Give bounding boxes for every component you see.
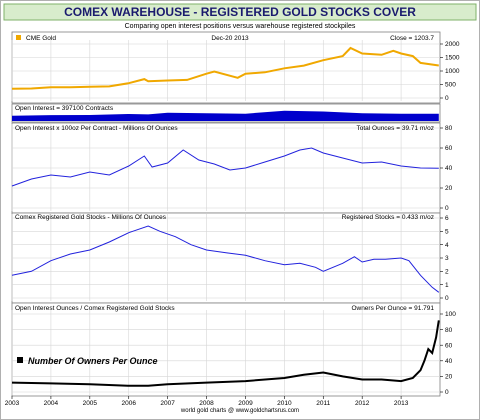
grid-total-ounces xyxy=(11,124,440,211)
y-tick-label: 80 xyxy=(445,125,453,132)
legend-gold-label: CME Gold xyxy=(26,35,56,42)
panel-open-interest: Open Interest = 397100 Contracts xyxy=(11,103,441,123)
x-tick-label: 2009 xyxy=(238,400,253,407)
x-tick-label: 2011 xyxy=(316,400,330,407)
y-tick-label: 0 xyxy=(445,205,449,212)
registered-stocks-title: Comex Registered Gold Stocks - Millions … xyxy=(15,214,167,221)
registered-stocks-y-axis: 0 1 2 3 4 5 6 xyxy=(440,215,449,302)
x-tick-label: 2010 xyxy=(277,400,292,407)
x-tick-label: 2007 xyxy=(160,400,175,407)
x-tick-label: 2004 xyxy=(44,400,59,407)
y-tick-label: 0 xyxy=(445,389,449,396)
x-tick-label: 2013 xyxy=(394,400,409,407)
y-tick-label: 2 xyxy=(445,269,449,276)
panel-registered-stocks: Comex Registered Gold Stocks - Millions … xyxy=(11,212,449,304)
owners-readout: Owners Per Ounce = 91.791 xyxy=(351,305,434,312)
panel-gold: CME Gold Dec-20 2013 Close = 1203.7 0 500… xyxy=(11,31,460,104)
panel-frame xyxy=(11,31,441,104)
y-tick-label: 1500 xyxy=(445,55,460,62)
x-tick-label: 2006 xyxy=(121,400,136,407)
grid-owners-per-ounce xyxy=(11,310,440,395)
x-tick-label: 2012 xyxy=(355,400,370,407)
x-tick-label: 2003 xyxy=(5,400,20,407)
open-interest-readout: Open Interest = 397100 Contracts xyxy=(15,105,114,112)
gold-y-axis: 0 500 1000 1500 2000 xyxy=(440,41,460,102)
total-ounces-line xyxy=(11,147,439,187)
panel-total-ounces: Open Interest x 100oz Per Contract - Mil… xyxy=(11,122,453,214)
y-tick-label: 5 xyxy=(445,229,449,236)
y-tick-label: 1 xyxy=(445,282,449,289)
y-tick-label: 60 xyxy=(445,145,453,152)
owners-per-ounce-line xyxy=(11,320,440,387)
y-tick-label: 40 xyxy=(445,358,453,365)
y-tick-label: 100 xyxy=(445,311,456,318)
y-tick-label: 0 xyxy=(445,95,449,102)
chart-subtitle: Comparing open interest positions versus… xyxy=(125,23,356,30)
total-ounces-title: Open Interest x 100oz Per Contract - Mil… xyxy=(15,125,178,132)
gold-price-line xyxy=(11,46,439,90)
total-ounces-readout: Total Ounces = 39.71 m/oz xyxy=(356,125,434,132)
title-banner xyxy=(3,3,477,21)
x-tick-label: 2005 xyxy=(83,400,98,407)
x-tick-label: 2008 xyxy=(199,400,214,407)
y-tick-label: 40 xyxy=(445,165,453,172)
chart-title: COMEX WAREHOUSE - REGISTERED GOLD STOCKS… xyxy=(64,5,416,19)
y-tick-label: 0 xyxy=(445,295,449,302)
grid-gold xyxy=(11,40,440,101)
y-tick-label: 20 xyxy=(445,185,453,192)
y-tick-label: 80 xyxy=(445,327,453,334)
total-ounces-y-axis: 0 20 40 60 80 xyxy=(440,125,453,212)
y-tick-label: 6 xyxy=(445,215,449,222)
gold-date: Dec-20 2013 xyxy=(211,35,249,42)
panel-owners-per-ounce: Open Interest Ounces / Comex Registered … xyxy=(11,302,456,397)
y-tick-label: 500 xyxy=(445,82,456,89)
footer-source: world gold charts @ www.goldchartsrus.co… xyxy=(180,408,299,414)
legend-owners-label: Number Of Owners Per Ounce xyxy=(28,356,158,366)
registered-stocks-readout: Registered Stocks = 0.433 m/oz xyxy=(342,214,434,221)
y-tick-label: 1000 xyxy=(445,68,460,75)
x-axis: 2003 2004 2005 2006 2007 2008 2009 2010 2011 2012… xyxy=(5,396,409,407)
registered-stocks-line xyxy=(11,225,440,293)
gold-close-readout: Close = 1203.7 xyxy=(390,35,434,42)
y-tick-label: 4 xyxy=(445,242,449,249)
y-tick-label: 20 xyxy=(445,374,453,381)
legend-swatch-gold xyxy=(16,35,21,40)
grid-registered-stocks xyxy=(11,214,440,301)
y-tick-label: 60 xyxy=(445,342,453,349)
open-interest-area xyxy=(12,110,439,121)
legend-swatch-owners xyxy=(17,357,23,363)
y-tick-label: 2000 xyxy=(445,41,460,48)
owners-y-axis: 0 20 40 60 80 100 xyxy=(440,311,456,396)
y-tick-label: 3 xyxy=(445,255,449,262)
owners-title: Open Interest Ounces / Comex Registered … xyxy=(15,305,175,312)
